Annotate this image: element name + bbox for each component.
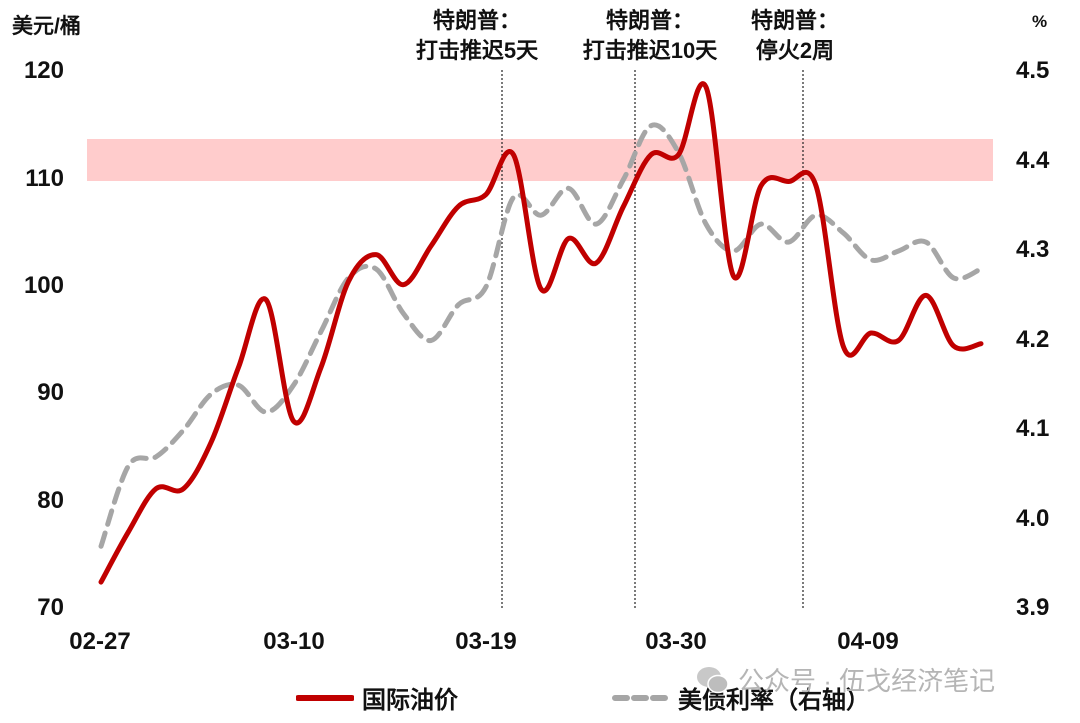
annotation-text: 停火2周 <box>755 38 835 63</box>
left-axis-unit: 美元/桶 <box>12 15 81 38</box>
oil-price-line <box>98 81 984 585</box>
right-tick-4-1: 4.1 <box>1016 415 1050 442</box>
annotation-title: 特朗普： <box>750 8 839 33</box>
right-tick-4-2: 4.2 <box>1016 326 1050 353</box>
right-tick-4-0: 4.0 <box>1016 505 1050 532</box>
left-tick-120: 120 <box>23 57 64 84</box>
right-tick-4-5: 4.5 <box>1016 57 1050 84</box>
left-tick-110: 110 <box>25 165 64 192</box>
annotation-strike-delay-5: 特朗普： 打击推迟5天 <box>402 6 552 66</box>
legend-item-oil: 国际油价 <box>296 680 458 715</box>
x-label-03-30: 03-30 <box>645 628 707 655</box>
wechat-icon <box>697 666 729 693</box>
watermark: 公众号 · 伍戈经济笔记 <box>696 661 995 698</box>
annotation-strike-delay-10: 特朗普： 打击推迟10天 <box>570 6 730 66</box>
left-tick-70: 70 <box>37 594 64 621</box>
watermark-text: 公众号 · 伍戈经济笔记 <box>738 666 996 696</box>
right-tick-4-3: 4.3 <box>1016 236 1050 263</box>
x-label-03-10: 03-10 <box>263 628 325 655</box>
annotation-text: 打击推迟5天 <box>415 38 539 63</box>
annotation-title: 特朗普： <box>605 8 694 33</box>
x-label-03-19: 03-19 <box>455 628 517 655</box>
right-tick-3-9: 3.9 <box>1016 594 1050 621</box>
annotation-title: 特朗普： <box>432 8 521 33</box>
legend-item-yield: 美债利率（右轴） <box>612 680 870 715</box>
left-tick-100: 100 <box>23 272 64 299</box>
highlight-band <box>87 139 993 181</box>
left-tick-90: 90 <box>37 379 64 406</box>
us-treasury-yield-line <box>98 122 984 549</box>
right-tick-4-4: 4.4 <box>1016 147 1050 174</box>
x-label-04-09: 04-09 <box>837 628 899 655</box>
right-axis-unit: % <box>1032 12 1048 31</box>
dashed-line-swatch-icon <box>612 694 670 701</box>
annotation-ceasefire-2-weeks: 特朗普： 停火2周 <box>740 6 850 66</box>
x-label-02-27: 02-27 <box>69 628 131 655</box>
annotation-text: 打击推迟10天 <box>582 38 718 63</box>
legend-label-oil: 国际油价 <box>362 687 458 714</box>
legend-label-yield: 美债利率（右轴） <box>678 687 870 714</box>
left-tick-80: 80 <box>37 487 64 514</box>
solid-line-swatch-icon <box>296 694 354 701</box>
